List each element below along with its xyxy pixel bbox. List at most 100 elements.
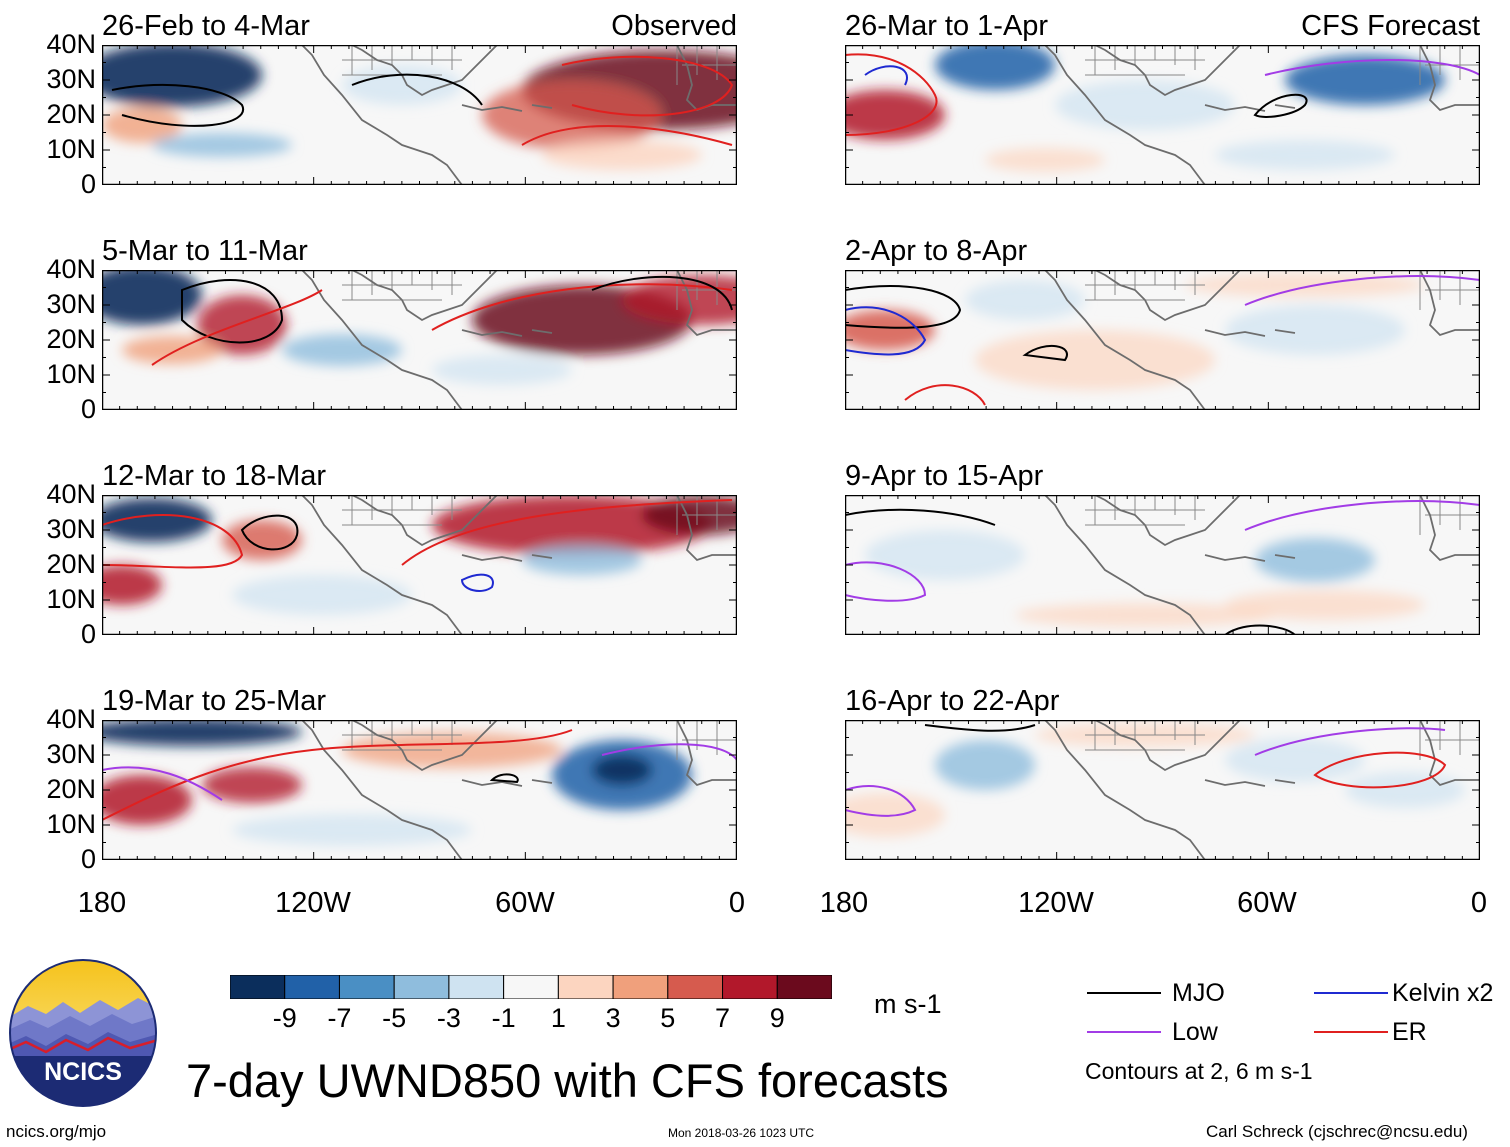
coastline bbox=[1044, 45, 1480, 185]
legend-low-label: Low bbox=[1172, 1018, 1218, 1046]
colorbar-units: m s-1 bbox=[874, 989, 942, 1019]
lat-label: 40N bbox=[46, 29, 96, 59]
filtered-contour bbox=[111, 84, 245, 127]
filtered-contour bbox=[904, 384, 986, 406]
ncics-logo: NCICS bbox=[8, 958, 158, 1108]
filtered-contour bbox=[489, 773, 519, 784]
colorbar-swatch bbox=[557, 974, 614, 1000]
lat-label: 0 bbox=[80, 844, 96, 874]
filtered-contour bbox=[151, 289, 323, 366]
anomaly-region bbox=[845, 310, 935, 350]
anomaly-region bbox=[232, 575, 412, 615]
wind-anomaly-shading bbox=[865, 530, 1425, 627]
anomaly-map-panel bbox=[845, 720, 1480, 860]
coastline bbox=[301, 270, 737, 410]
lon-label: 0 bbox=[1470, 887, 1488, 919]
filtered-contour bbox=[102, 514, 244, 569]
filtered-contour bbox=[591, 275, 733, 311]
lon-label: 180 bbox=[819, 887, 869, 919]
colorbar-tick-label: 3 bbox=[605, 1003, 621, 1033]
filtered-contour bbox=[1313, 751, 1447, 789]
colorbar-swatch bbox=[393, 974, 450, 1000]
wind-anomaly-shading bbox=[102, 495, 737, 615]
legend-lines-right bbox=[1314, 992, 1388, 1033]
filtered-contour bbox=[181, 279, 284, 344]
filtered-contour bbox=[431, 283, 733, 331]
anomaly-map-panel bbox=[102, 495, 737, 635]
wind-anomaly-shading bbox=[102, 270, 737, 385]
anomaly-map-panel bbox=[102, 270, 737, 410]
filtered-contour bbox=[401, 499, 733, 566]
coastline bbox=[301, 495, 737, 635]
filtered-contour bbox=[240, 514, 299, 551]
anomaly-map-panel bbox=[845, 495, 1480, 635]
panel-period-title: 16-Apr to 22-Apr bbox=[845, 685, 1060, 717]
anomaly-region bbox=[845, 90, 945, 140]
colorbar-swatch bbox=[448, 974, 505, 1000]
colorbar-tick-label: 1 bbox=[550, 1003, 566, 1033]
lat-label: 20N bbox=[46, 774, 96, 804]
anomaly-map-panel bbox=[102, 720, 737, 860]
coastline bbox=[1044, 495, 1480, 635]
lon-label: 120W bbox=[1018, 887, 1094, 919]
colorbar-tick-label: -9 bbox=[272, 1003, 297, 1033]
filtered-contour bbox=[561, 55, 734, 117]
coastline bbox=[301, 720, 737, 860]
anomaly-region bbox=[432, 355, 572, 385]
logo-graphic: NCICS bbox=[9, 959, 157, 1107]
colorbar bbox=[229, 974, 833, 1000]
anomaly-region bbox=[482, 80, 662, 150]
colorbar-swatch bbox=[338, 974, 395, 1000]
filtered-contour bbox=[102, 729, 573, 821]
legend-mjo-label: MJO bbox=[1172, 979, 1225, 1007]
colorbar-swatches bbox=[229, 974, 833, 1000]
filtered-contour bbox=[521, 125, 733, 146]
colorbar-swatch bbox=[284, 974, 340, 1000]
filtered-contour bbox=[845, 285, 962, 329]
panel-period-title: 19-Mar to 25-Mar bbox=[102, 685, 327, 717]
filtered-contour bbox=[102, 766, 223, 801]
filtered-contour bbox=[845, 508, 996, 526]
lon-label: 0 bbox=[728, 887, 746, 919]
filtered-contour bbox=[924, 724, 1036, 732]
wind-anomaly-shading bbox=[845, 273, 1425, 390]
anomaly-region bbox=[282, 334, 402, 366]
panel-source-tag: CFS Forecast bbox=[1301, 10, 1480, 42]
logo-text: NCICS bbox=[44, 1058, 122, 1086]
anomaly-region bbox=[432, 495, 712, 555]
anomaly-region bbox=[232, 814, 472, 846]
coastline bbox=[301, 45, 737, 185]
wind-anomaly-shading bbox=[845, 45, 1445, 172]
anomaly-region bbox=[1055, 80, 1235, 130]
anomaly-region bbox=[1345, 772, 1465, 808]
colorbar-tick-label: 5 bbox=[660, 1003, 676, 1033]
anomaly-region bbox=[102, 565, 162, 605]
anomaly-region bbox=[1015, 603, 1275, 627]
anomaly-region bbox=[102, 498, 212, 542]
panel-source-tag: Observed bbox=[611, 10, 737, 42]
colorbar-tick-label: 9 bbox=[769, 1003, 785, 1033]
lat-label: 10N bbox=[46, 134, 96, 164]
wind-anomaly-shading bbox=[102, 45, 737, 170]
filtered-contour bbox=[864, 65, 908, 86]
footer-url: ncics.org/mjo bbox=[6, 1122, 107, 1141]
lon-label: 180 bbox=[77, 887, 127, 919]
panel-period-title: 26-Feb to 4-Mar bbox=[102, 10, 310, 42]
colorbar-tick-label: -3 bbox=[436, 1003, 461, 1033]
filtered-contour bbox=[601, 743, 737, 761]
lat-label: 40N bbox=[46, 704, 96, 734]
lat-label: 30N bbox=[46, 739, 96, 769]
filtered-contour bbox=[1254, 727, 1446, 756]
legend-lines-left bbox=[1087, 992, 1161, 1033]
colorbar-tick-label: -1 bbox=[491, 1003, 516, 1033]
colorbar-tick-label: -7 bbox=[327, 1003, 352, 1033]
panel-period-title: 26-Mar to 1-Apr bbox=[845, 10, 1049, 42]
filtered-contour bbox=[845, 306, 927, 356]
anomaly-region bbox=[122, 336, 222, 364]
anomaly-region bbox=[152, 133, 292, 157]
lon-label: 60W bbox=[1237, 887, 1297, 919]
anomaly-region bbox=[522, 545, 642, 575]
anomaly-region bbox=[935, 740, 1035, 790]
colorbar-swatch bbox=[229, 974, 286, 1000]
anomaly-region bbox=[985, 148, 1105, 172]
